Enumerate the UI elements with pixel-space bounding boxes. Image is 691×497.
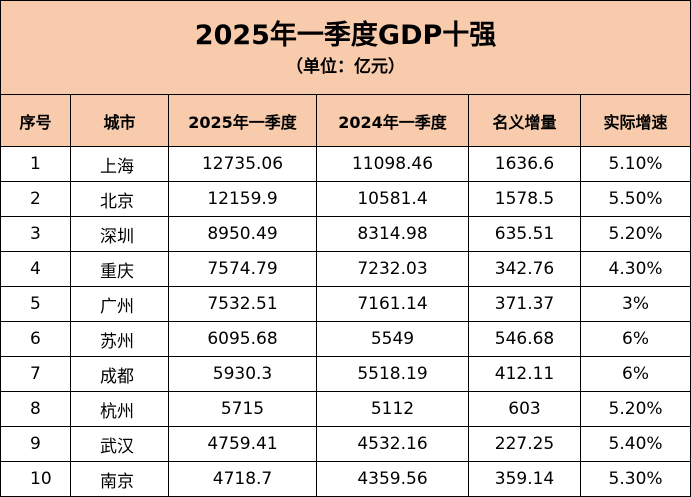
table-row: 1 上海 12735.06 11098.46 1636.6 5.10% — [0, 146, 691, 182]
cell-city: 北京 — [70, 181, 169, 217]
cell-rank: 2 — [0, 181, 71, 217]
header-city: 城市 — [70, 94, 169, 147]
cell-city: 广州 — [70, 286, 169, 322]
cell-city: 武汉 — [70, 426, 169, 462]
cell-real-growth: 5.20% — [579, 391, 691, 427]
cell-rank: 4 — [0, 251, 71, 287]
cell-nominal-increase: 635.51 — [468, 216, 581, 252]
cell-city: 上海 — [70, 146, 169, 182]
cell-city: 成都 — [70, 356, 169, 392]
cell-gdp-2025q1: 6095.68 — [168, 321, 317, 357]
cell-gdp-2024q1: 8314.98 — [316, 216, 469, 252]
cell-nominal-increase: 546.68 — [468, 321, 581, 357]
table-row: 4 重庆 7574.79 7232.03 342.76 4.30% — [0, 251, 691, 287]
header-nominal-increase: 名义增量 — [468, 94, 581, 147]
cell-real-growth: 5.10% — [579, 146, 691, 182]
cell-real-growth: 3% — [579, 286, 691, 322]
cell-gdp-2024q1: 7161.14 — [316, 286, 469, 322]
cell-gdp-2025q1: 5715 — [168, 391, 317, 427]
cell-nominal-increase: 371.37 — [468, 286, 581, 322]
header-gdp-2024q1: 2024年一季度 — [316, 94, 469, 147]
cell-gdp-2024q1: 4532.16 — [316, 426, 469, 462]
cell-city: 重庆 — [70, 251, 169, 287]
cell-gdp-2025q1: 12159.9 — [168, 181, 317, 217]
cell-rank: 1 — [0, 146, 71, 182]
cell-nominal-increase: 359.14 — [468, 461, 581, 497]
table-row: 5 广州 7532.51 7161.14 371.37 3% — [0, 286, 691, 322]
table-row: 9 武汉 4759.41 4532.16 227.25 5.40% — [0, 426, 691, 462]
cell-rank: 9 — [0, 426, 71, 462]
cell-rank: 7 — [0, 356, 71, 392]
cell-real-growth: 5.40% — [579, 426, 691, 462]
cell-rank: 10 — [0, 461, 71, 497]
cell-nominal-increase: 342.76 — [468, 251, 581, 287]
table-row: 3 深圳 8950.49 8314.98 635.51 5.20% — [0, 216, 691, 252]
header-rank: 序号 — [0, 94, 71, 147]
cell-real-growth: 6% — [579, 356, 691, 392]
cell-gdp-2024q1: 5518.19 — [316, 356, 469, 392]
table-row: 7 成都 5930.3 5518.19 412.11 6% — [0, 356, 691, 392]
cell-city: 深圳 — [70, 216, 169, 252]
cell-city: 苏州 — [70, 321, 169, 357]
cell-gdp-2024q1: 4359.56 — [316, 461, 469, 497]
cell-gdp-2025q1: 4718.7 — [168, 461, 317, 497]
table-title: 2025年一季度GDP十强 — [194, 19, 497, 51]
table-row: 2 北京 12159.9 10581.4 1578.5 5.50% — [0, 181, 691, 217]
cell-gdp-2024q1: 5549 — [316, 321, 469, 357]
cell-nominal-increase: 1636.6 — [468, 146, 581, 182]
cell-gdp-2025q1: 7532.51 — [168, 286, 317, 322]
title-row: 2025年一季度GDP十强 （单位：亿元） — [0, 0, 691, 95]
table-row: 10 南京 4718.7 4359.56 359.14 5.30% — [0, 461, 691, 497]
cell-gdp-2025q1: 5930.3 — [168, 356, 317, 392]
cell-gdp-2025q1: 12735.06 — [168, 146, 317, 182]
cell-nominal-increase: 603 — [468, 391, 581, 427]
cell-city: 南京 — [70, 461, 169, 497]
cell-gdp-2025q1: 4759.41 — [168, 426, 317, 462]
table-subtitle: （单位：亿元） — [286, 56, 406, 77]
title-cell: 2025年一季度GDP十强 （单位：亿元） — [0, 0, 691, 95]
table-row: 8 杭州 5715 5112 603 5.20% — [0, 391, 691, 427]
cell-gdp-2025q1: 7574.79 — [168, 251, 317, 287]
cell-nominal-increase: 1578.5 — [468, 181, 581, 217]
cell-nominal-increase: 227.25 — [468, 426, 581, 462]
table-row: 6 苏州 6095.68 5549 546.68 6% — [0, 321, 691, 357]
cell-rank: 6 — [0, 321, 71, 357]
cell-real-growth: 4.30% — [579, 251, 691, 287]
header-real-growth: 实际增速 — [579, 94, 691, 147]
cell-rank: 3 — [0, 216, 71, 252]
header-row: 序号 城市 2025年一季度 2024年一季度 名义增量 实际增速 — [0, 94, 691, 147]
cell-gdp-2024q1: 10581.4 — [316, 181, 469, 217]
cell-rank: 5 — [0, 286, 71, 322]
cell-city: 杭州 — [70, 391, 169, 427]
cell-gdp-2024q1: 5112 — [316, 391, 469, 427]
cell-real-growth: 5.20% — [579, 216, 691, 252]
cell-gdp-2025q1: 8950.49 — [168, 216, 317, 252]
cell-gdp-2024q1: 7232.03 — [316, 251, 469, 287]
cell-rank: 8 — [0, 391, 71, 427]
header-gdp-2025q1: 2025年一季度 — [168, 94, 317, 147]
cell-real-growth: 5.30% — [579, 461, 691, 497]
cell-real-growth: 5.50% — [579, 181, 691, 217]
cell-nominal-increase: 412.11 — [468, 356, 581, 392]
cell-gdp-2024q1: 11098.46 — [316, 146, 469, 182]
cell-real-growth: 6% — [579, 321, 691, 357]
